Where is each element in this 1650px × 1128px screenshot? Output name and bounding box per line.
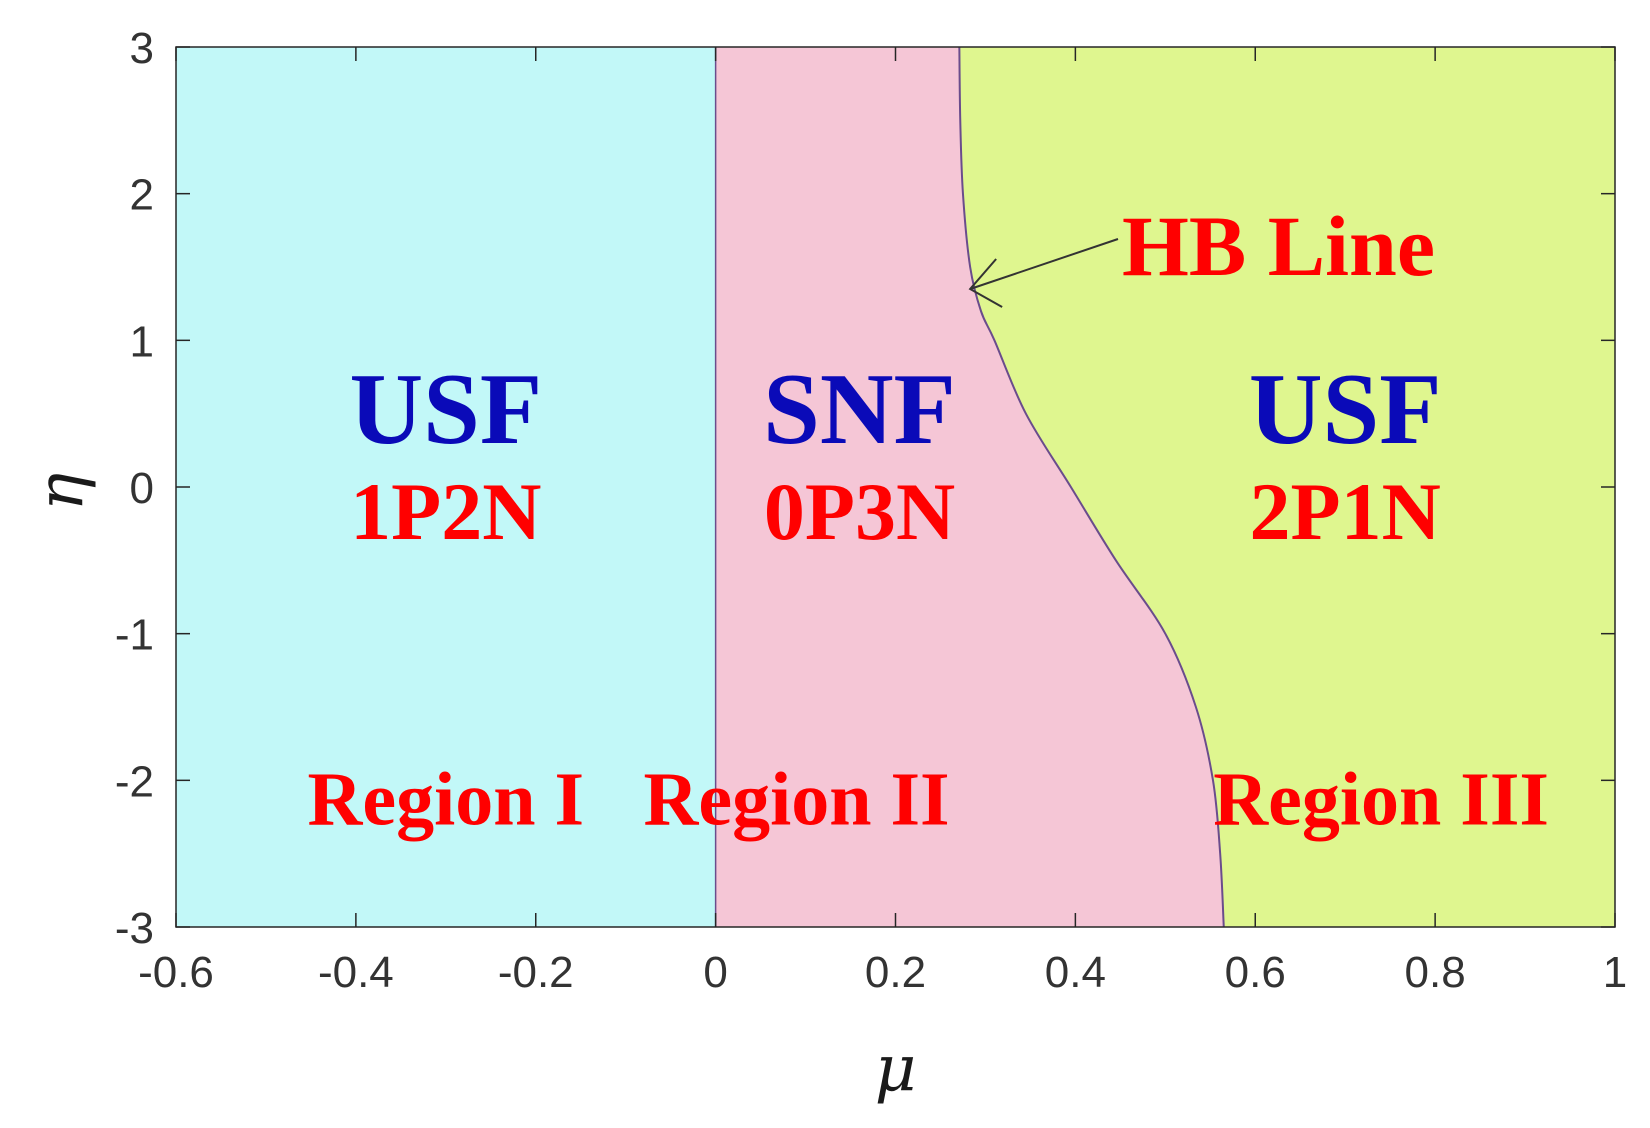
x-tick-label: 0.6	[1225, 948, 1286, 997]
x-tick-label: -0.4	[318, 948, 394, 997]
region-name-label: Region II	[643, 757, 949, 841]
region-type-label: USF	[349, 353, 542, 466]
region-count-label: 2P1N	[1250, 466, 1441, 557]
x-tick-label: 0.8	[1405, 948, 1466, 997]
region-count-label: 0P3N	[764, 466, 955, 557]
y-tick-label: 1	[130, 317, 154, 366]
y-tick-label: -3	[115, 904, 154, 953]
region-name-label: Region I	[308, 757, 585, 841]
x-tick-label: 0	[703, 948, 727, 997]
y-tick-label: -1	[115, 611, 154, 660]
y-tick-label: 0	[130, 464, 154, 513]
region-name-label: Region III	[1213, 757, 1549, 841]
y-axis-title: η	[24, 473, 98, 511]
x-tick-label: 1	[1603, 948, 1627, 997]
y-tick-label: 2	[130, 171, 154, 220]
y-tick-label: -2	[115, 757, 154, 806]
x-tick-label: -0.6	[138, 948, 214, 997]
x-tick-label: 0.2	[865, 948, 926, 997]
region-type-label: USF	[1249, 353, 1442, 466]
x-tick-label: 0.4	[1045, 948, 1106, 997]
hb-line-label: HB Line	[1122, 198, 1435, 294]
region-type-label: SNF	[763, 353, 956, 466]
region-count-label: 1P2N	[350, 466, 541, 557]
x-tick-label: -0.2	[498, 948, 574, 997]
x-axis-title: μ	[875, 1032, 917, 1106]
y-tick-label: 3	[130, 24, 154, 73]
